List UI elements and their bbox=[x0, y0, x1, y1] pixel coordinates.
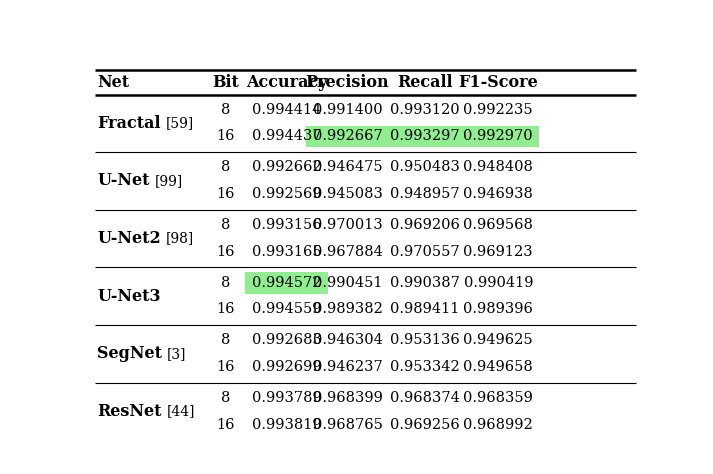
Text: 0.992569: 0.992569 bbox=[252, 187, 322, 201]
Text: 0.953136: 0.953136 bbox=[390, 334, 460, 347]
Text: 0.968992: 0.968992 bbox=[463, 418, 533, 432]
Text: 0.989382: 0.989382 bbox=[312, 302, 382, 317]
Bar bbox=[245, 272, 327, 294]
Text: Accuracy: Accuracy bbox=[246, 74, 327, 91]
Text: [3]: [3] bbox=[167, 347, 186, 361]
Text: 0.994414: 0.994414 bbox=[252, 103, 322, 117]
Text: 0.949625: 0.949625 bbox=[463, 334, 533, 347]
Text: 0.993819: 0.993819 bbox=[252, 418, 322, 432]
Text: 8: 8 bbox=[221, 161, 230, 174]
Text: 0.948957: 0.948957 bbox=[390, 187, 460, 201]
Text: 0.969568: 0.969568 bbox=[463, 218, 533, 232]
Text: 0.993165: 0.993165 bbox=[252, 245, 322, 259]
Text: 0.969123: 0.969123 bbox=[463, 245, 533, 259]
Text: 0.948408: 0.948408 bbox=[463, 161, 533, 174]
Text: 0.950483: 0.950483 bbox=[390, 161, 460, 174]
Text: 16: 16 bbox=[217, 302, 235, 317]
Text: 0.945083: 0.945083 bbox=[312, 187, 382, 201]
Text: 0.990451: 0.990451 bbox=[313, 276, 382, 290]
Text: U-Net2: U-Net2 bbox=[98, 230, 161, 247]
Text: Net: Net bbox=[98, 74, 130, 91]
Text: 0.946938: 0.946938 bbox=[463, 187, 533, 201]
Text: 0.993789: 0.993789 bbox=[252, 391, 322, 405]
Text: Fractal: Fractal bbox=[98, 115, 161, 132]
Text: 0.989396: 0.989396 bbox=[463, 302, 533, 317]
Text: 0.992235: 0.992235 bbox=[463, 103, 533, 117]
Text: 16: 16 bbox=[217, 418, 235, 432]
Text: 0.994437: 0.994437 bbox=[252, 129, 322, 144]
Text: 0.969256: 0.969256 bbox=[390, 418, 460, 432]
Text: ResNet: ResNet bbox=[98, 403, 162, 420]
Bar bbox=[245, 272, 328, 294]
Text: 0.946475: 0.946475 bbox=[312, 161, 382, 174]
Text: 0.993297: 0.993297 bbox=[390, 129, 460, 144]
Text: 0.968399: 0.968399 bbox=[312, 391, 382, 405]
Text: F1-Score: F1-Score bbox=[458, 74, 538, 91]
Text: 0.993156: 0.993156 bbox=[252, 218, 322, 232]
Text: Recall: Recall bbox=[397, 74, 453, 91]
Text: U-Net: U-Net bbox=[98, 172, 150, 189]
Text: 0.967884: 0.967884 bbox=[312, 245, 382, 259]
Text: 0.994572: 0.994572 bbox=[252, 276, 322, 290]
Text: 8: 8 bbox=[221, 391, 230, 405]
Text: 0.968374: 0.968374 bbox=[390, 391, 460, 405]
Text: 0.969206: 0.969206 bbox=[390, 218, 460, 232]
Text: 0.990387: 0.990387 bbox=[390, 276, 460, 290]
Text: 8: 8 bbox=[221, 218, 230, 232]
Text: 16: 16 bbox=[217, 129, 235, 144]
Bar bbox=[306, 126, 540, 147]
Text: 0.968359: 0.968359 bbox=[463, 391, 533, 405]
Bar bbox=[306, 126, 388, 147]
Text: U-Net3: U-Net3 bbox=[98, 288, 161, 305]
Text: 8: 8 bbox=[221, 334, 230, 347]
Text: [59]: [59] bbox=[165, 116, 194, 130]
Text: Precision: Precision bbox=[306, 74, 389, 91]
Text: 0.991400: 0.991400 bbox=[312, 103, 382, 117]
Bar bbox=[456, 126, 538, 147]
Text: 0.992699: 0.992699 bbox=[252, 360, 322, 374]
Text: 0.992683: 0.992683 bbox=[252, 334, 322, 347]
Text: 0.968765: 0.968765 bbox=[312, 418, 382, 432]
Text: [98]: [98] bbox=[165, 231, 194, 246]
Text: 0.990419: 0.990419 bbox=[463, 276, 533, 290]
Text: 0.946304: 0.946304 bbox=[312, 334, 382, 347]
Text: 0.970557: 0.970557 bbox=[390, 245, 460, 259]
Text: 0.989411: 0.989411 bbox=[390, 302, 459, 317]
Text: 16: 16 bbox=[217, 360, 235, 374]
Text: 0.992662: 0.992662 bbox=[252, 161, 322, 174]
Text: 16: 16 bbox=[217, 187, 235, 201]
Text: 0.992970: 0.992970 bbox=[463, 129, 533, 144]
Text: SegNet: SegNet bbox=[98, 345, 163, 362]
Text: 0.953342: 0.953342 bbox=[390, 360, 460, 374]
Text: 8: 8 bbox=[221, 276, 230, 290]
Text: 0.993120: 0.993120 bbox=[390, 103, 460, 117]
Text: 8: 8 bbox=[221, 103, 230, 117]
Text: [44]: [44] bbox=[166, 404, 195, 419]
Text: 0.946237: 0.946237 bbox=[312, 360, 382, 374]
Text: Bit: Bit bbox=[212, 74, 240, 91]
Text: 0.994559: 0.994559 bbox=[252, 302, 322, 317]
Text: 0.949658: 0.949658 bbox=[463, 360, 533, 374]
Text: [99]: [99] bbox=[154, 174, 183, 188]
Text: 0.992667: 0.992667 bbox=[312, 129, 382, 144]
Bar bbox=[383, 126, 465, 147]
Text: 16: 16 bbox=[217, 245, 235, 259]
Text: 0.970013: 0.970013 bbox=[312, 218, 382, 232]
